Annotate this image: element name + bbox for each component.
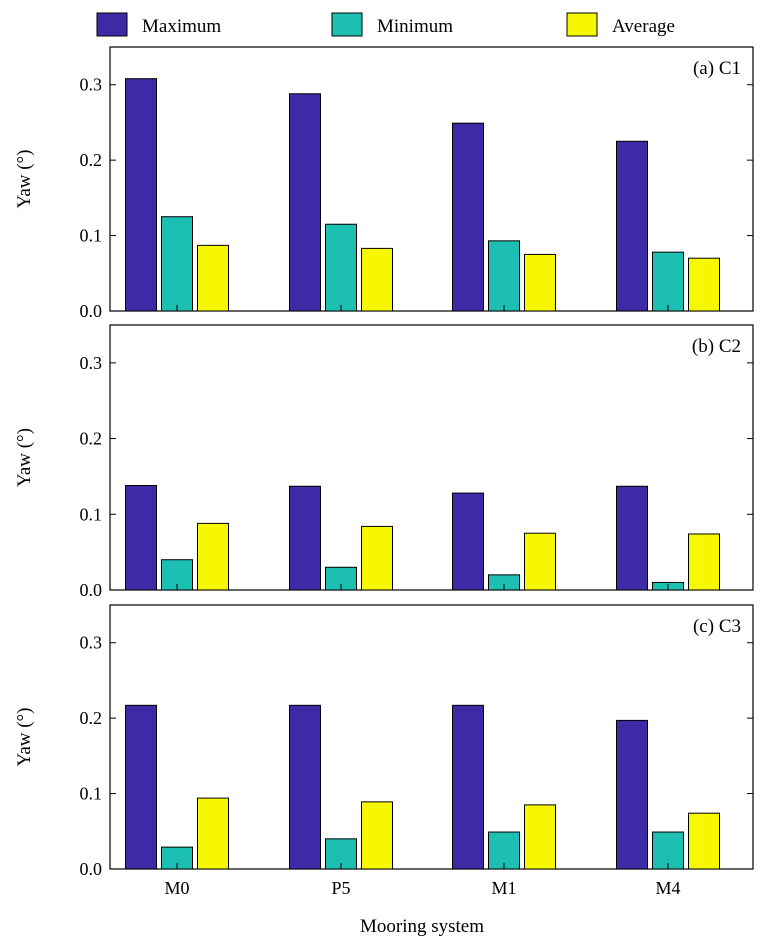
panel-3: 0.0 0.1 0.2 0.3 Yaw (°) (c) C3 M0 P5 M1 M4 bbox=[14, 604, 754, 898]
bar-maximum-p5 bbox=[289, 704, 321, 870]
bar-average-m0 bbox=[197, 244, 229, 312]
y-tick-label: 0.0 bbox=[80, 301, 103, 321]
y-tick-label: 0.2 bbox=[80, 150, 103, 170]
bar-minimum-m1 bbox=[488, 240, 520, 312]
y-tick-label: 0.3 bbox=[80, 353, 103, 373]
bar-average-p5 bbox=[361, 525, 393, 591]
y-axis-label: Yaw (°) bbox=[14, 708, 35, 767]
bar-maximum-m0 bbox=[125, 78, 157, 312]
bar-minimum-m4 bbox=[652, 251, 684, 312]
y-tick-label: 0.1 bbox=[80, 504, 103, 524]
x-tick-label: P5 bbox=[331, 878, 350, 898]
x-tick-label: M0 bbox=[164, 878, 189, 898]
bar-average-p5 bbox=[361, 801, 393, 870]
legend-swatch-minimum bbox=[331, 12, 363, 37]
bar-average-m1 bbox=[524, 253, 556, 312]
y-axis-label: Yaw (°) bbox=[14, 150, 35, 209]
bar-average-m0 bbox=[197, 797, 229, 870]
bar-minimum-p5 bbox=[325, 223, 357, 312]
y-tick-label: 0.2 bbox=[80, 708, 103, 728]
legend-swatch-maximum bbox=[96, 12, 128, 37]
legend-label-minimum: Minimum bbox=[377, 16, 453, 37]
y-tick-label: 0.3 bbox=[80, 633, 103, 653]
y-tick-label: 0.0 bbox=[80, 580, 103, 600]
bar-maximum-p5 bbox=[289, 485, 321, 591]
legend-swatch-average bbox=[566, 12, 598, 37]
panel-label: (a) C1 bbox=[693, 58, 741, 79]
bar-average-m4 bbox=[688, 533, 720, 591]
panel-2: 0.0 0.1 0.2 0.3 Yaw (°) (b) C2 bbox=[14, 324, 754, 600]
bar-average-p5 bbox=[361, 247, 393, 312]
panel-frame bbox=[109, 46, 754, 312]
y-tick-label: 0.3 bbox=[80, 75, 103, 95]
legend-label-maximum: Maximum bbox=[142, 16, 221, 37]
bar-maximum-m1 bbox=[452, 704, 484, 870]
panel-label: (c) C3 bbox=[693, 616, 741, 637]
panel-label: (b) C2 bbox=[692, 336, 741, 357]
bar-minimum-m0 bbox=[161, 216, 193, 312]
bar-maximum-p5 bbox=[289, 93, 321, 312]
y-tick-label: 0.0 bbox=[80, 859, 103, 879]
bar-maximum-m4 bbox=[616, 140, 648, 312]
bar-average-m1 bbox=[524, 804, 556, 870]
y-tick-label: 0.1 bbox=[80, 226, 103, 246]
bar-average-m4 bbox=[688, 812, 720, 870]
x-tick-label: M1 bbox=[491, 878, 516, 898]
bar-average-m4 bbox=[688, 257, 720, 312]
legend-label-average: Average bbox=[612, 16, 675, 37]
legend: Maximum Minimum Average bbox=[96, 12, 675, 37]
bar-average-m0 bbox=[197, 522, 229, 591]
panel-frame bbox=[109, 604, 754, 870]
bar-average-m1 bbox=[524, 532, 556, 591]
x-axis-label: Mooring system bbox=[360, 916, 484, 937]
bar-maximum-m1 bbox=[452, 492, 484, 591]
y-tick-label: 0.1 bbox=[80, 784, 103, 804]
y-tick-label: 0.2 bbox=[80, 429, 103, 449]
bar-maximum-m0 bbox=[125, 485, 157, 591]
x-tick-label: M4 bbox=[655, 878, 680, 898]
bar-maximum-m0 bbox=[125, 704, 157, 870]
chart-panels: 0.0 0.1 0.2 0.3 Yaw (°) (a) C1 0.0 0.1 0.2 0.3 Yaw… bbox=[14, 46, 754, 898]
bar-maximum-m4 bbox=[616, 719, 648, 870]
bar-maximum-m1 bbox=[452, 122, 484, 312]
bar-maximum-m4 bbox=[616, 485, 648, 591]
bar-minimum-m4 bbox=[652, 831, 684, 870]
panel-1: 0.0 0.1 0.2 0.3 Yaw (°) (a) C1 bbox=[14, 46, 754, 321]
y-axis-label: Yaw (°) bbox=[14, 428, 35, 487]
panel-frame bbox=[109, 324, 754, 591]
